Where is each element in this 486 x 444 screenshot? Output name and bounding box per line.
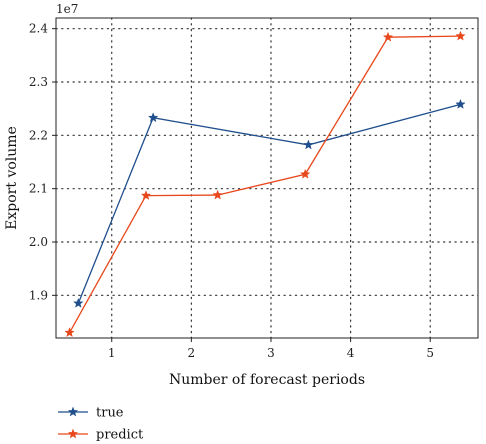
data-point-true [73,297,84,308]
y-tick-label: 2.1 [29,182,48,196]
x-tick-label: 2 [188,346,196,360]
series-line-true [77,103,461,304]
data-point-true [147,112,159,123]
x-tick-label: 4 [347,346,355,360]
data-point-predict [64,327,75,338]
legend-label-predict: predict [96,428,144,443]
data-point-predict [382,31,394,42]
y-tick-label: 2.2 [29,128,48,142]
x-tick-label: 5 [426,346,434,360]
x-tick-label: 1 [108,346,116,360]
y-tick-label: 2.3 [29,75,48,89]
legend-label-true: true [96,406,124,421]
data-point-predict [299,168,311,179]
y-axis-exponent-label: 1e7 [56,2,78,16]
data-point-predict [212,189,223,200]
y-axis-title: Export volume [4,126,20,230]
y-tick-label: 1.9 [29,288,48,302]
plot-area-frame [55,17,479,339]
x-tick-label: 3 [267,346,275,360]
data-point-predict [140,190,152,201]
series-lines [64,30,466,338]
axis-ticks: 1 2 3 4 5 1.9 2.0 2.1 2.2 2.3 2.4 [29,22,434,360]
x-axis-title: Number of forecast periods [169,372,365,388]
series-line-predict [68,35,461,333]
legend: true predict [58,406,144,443]
y-tick-label: 2.0 [29,235,48,249]
legend-marker-predict [67,428,79,439]
grid-lines [55,17,479,339]
data-point-true [455,98,466,109]
data-point-true [303,139,314,150]
legend-marker-true [67,406,79,417]
y-tick-label: 2.4 [29,22,48,36]
data-point-predict [455,30,466,41]
